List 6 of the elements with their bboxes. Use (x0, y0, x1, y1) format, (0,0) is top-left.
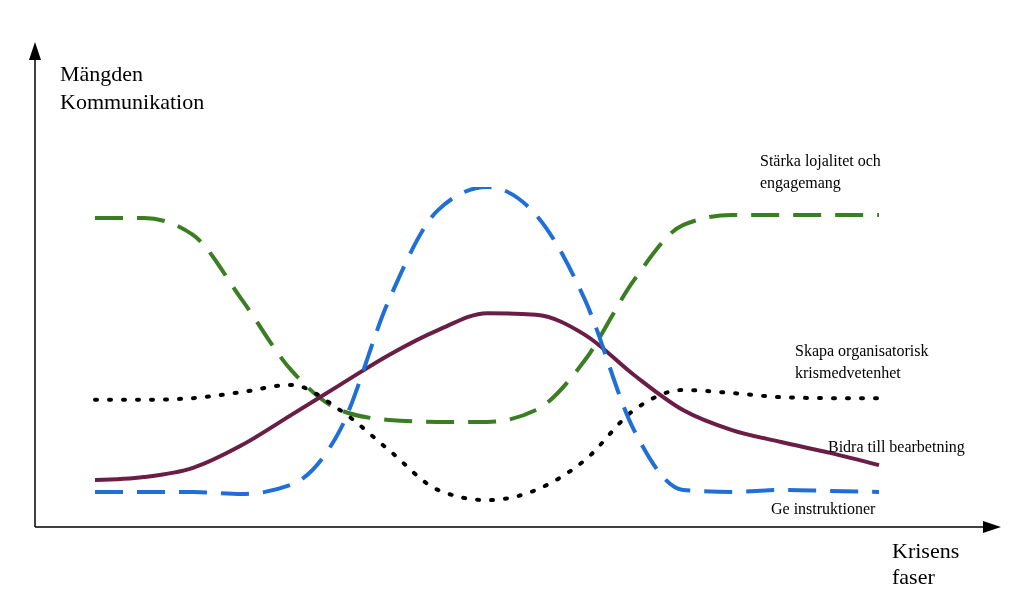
series-label: Skapa organisatorisk krismedvetenhet (795, 341, 930, 383)
series-label: Stärka lojalitet och engagemang (760, 151, 882, 194)
y-axis-title: Mängden Kommunikation (60, 60, 206, 116)
x-axis-title: Krisens faser (892, 538, 961, 590)
series-label: Bidra till bearbetning (828, 437, 966, 458)
series-label: Ge instruktioner (771, 499, 877, 519)
